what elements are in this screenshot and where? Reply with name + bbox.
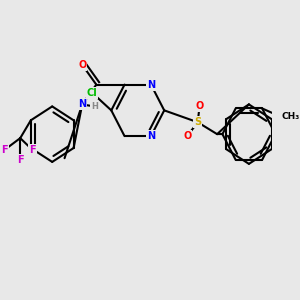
Text: S: S <box>194 117 201 127</box>
Text: F: F <box>1 145 8 155</box>
Text: O: O <box>78 60 86 70</box>
Text: O: O <box>195 101 204 111</box>
Text: H: H <box>91 102 98 111</box>
Text: F: F <box>17 155 23 165</box>
Text: N: N <box>78 99 86 110</box>
Text: F: F <box>29 145 36 155</box>
Text: N: N <box>147 80 155 90</box>
Text: Cl: Cl <box>86 88 97 98</box>
Text: O: O <box>183 131 191 141</box>
Text: CH₃: CH₃ <box>281 112 300 121</box>
Text: N: N <box>147 131 155 141</box>
